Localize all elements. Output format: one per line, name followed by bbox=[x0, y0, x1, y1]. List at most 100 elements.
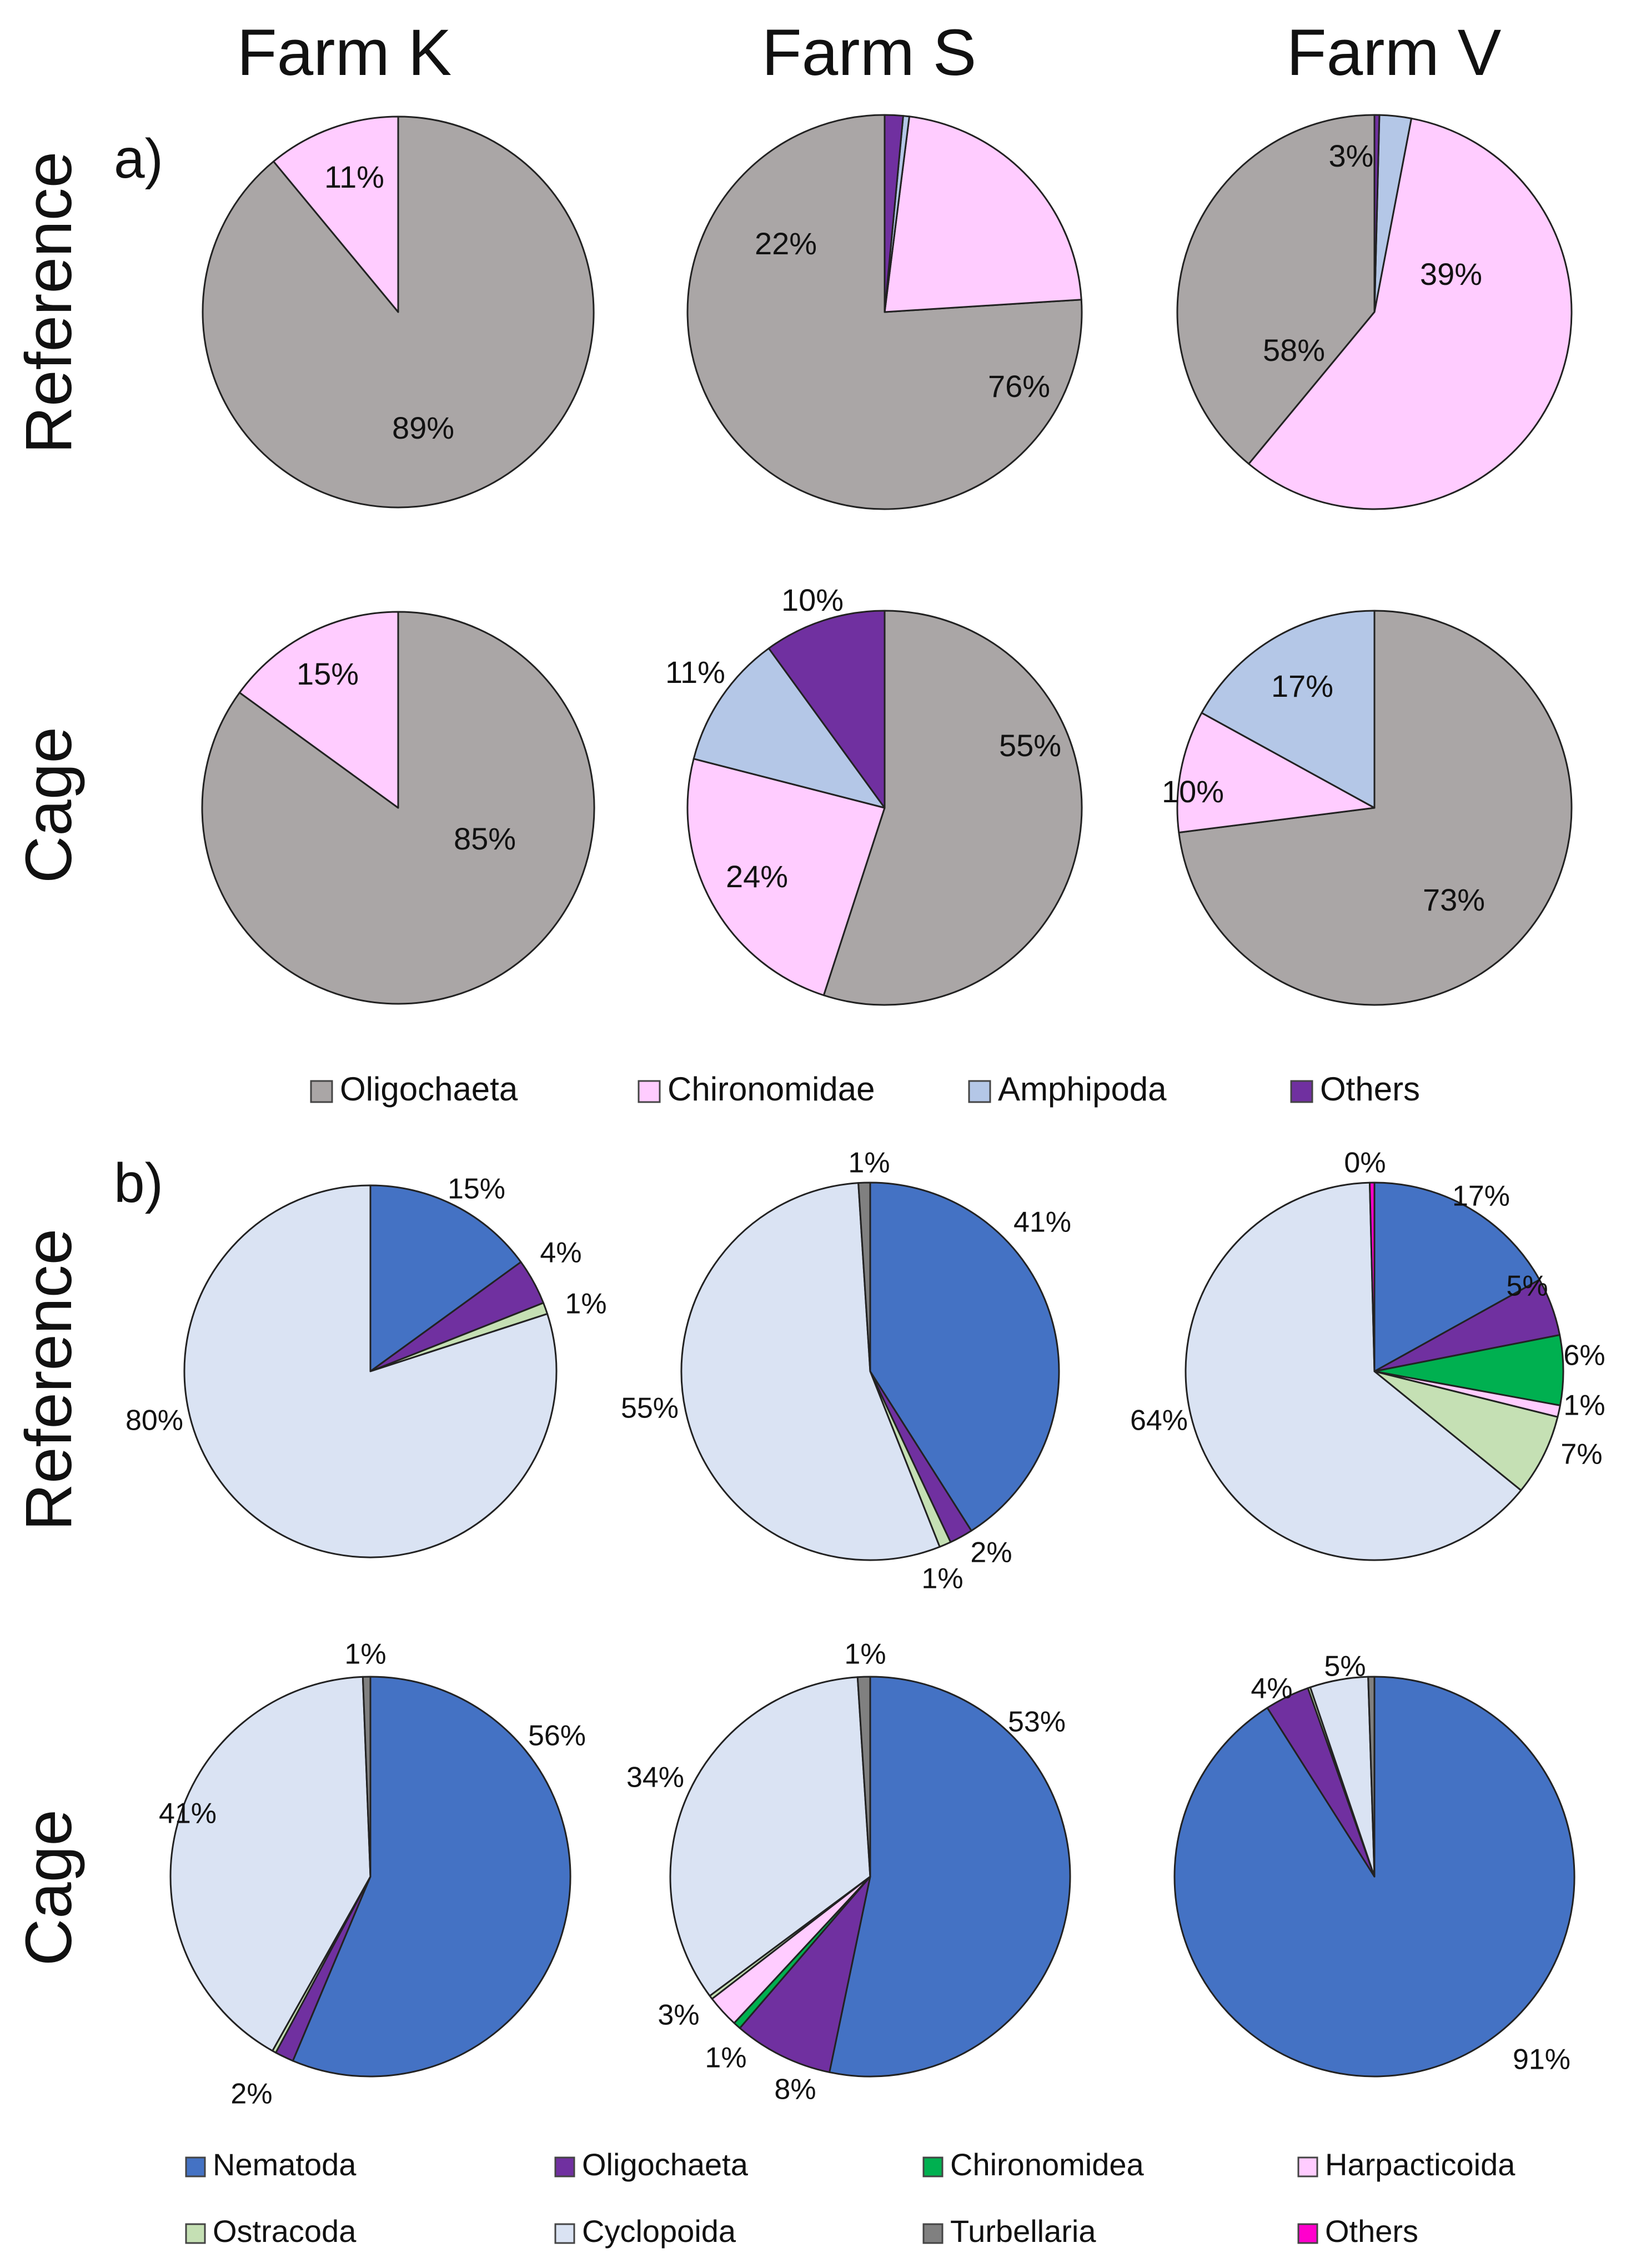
slice-label-cyclopoida: 34% bbox=[626, 1762, 684, 1794]
pie-slice-others bbox=[1368, 1181, 1376, 1372]
slice-label-oligochaeta: 5% bbox=[1506, 1270, 1548, 1303]
legend-label-chironomidae: Chironomidae bbox=[668, 1070, 875, 1108]
legend-panel-b: Nematoda Oligochaeta Chironomidea Harpactic… bbox=[185, 2147, 1515, 2249]
legend-label-oligochaeta: Oligochaeta bbox=[340, 1070, 518, 1108]
legend-swatch-nematoda bbox=[185, 2156, 206, 2178]
slice-label-cyclopoida: 5% bbox=[1324, 1651, 1366, 1683]
column-header-farm-v: Farm V bbox=[1287, 16, 1502, 89]
slice-label-chironomidae: 10% bbox=[1162, 774, 1224, 809]
slice-label-others: 0% bbox=[1344, 1147, 1386, 1179]
legend-label-chironomidea: Chironomidea bbox=[950, 2147, 1144, 2182]
legend-label-turbellaria: Turbellaria bbox=[950, 2214, 1096, 2249]
legend-swatch-chironomidae bbox=[638, 1080, 661, 1103]
pie-slice-chironomidae bbox=[884, 115, 1082, 313]
legend-swatch-amphipoda bbox=[968, 1080, 991, 1103]
slice-label-oligochaeta: 2% bbox=[970, 1537, 1012, 1569]
slice-label-oligochaeta: 4% bbox=[1251, 1673, 1292, 1705]
slice-label-chironomidea: 1% bbox=[705, 2042, 746, 2074]
row-header-reference-b: Reference bbox=[12, 1229, 86, 1531]
row-header-cage-b: Cage bbox=[12, 1809, 86, 1966]
slice-label-oligochaeta: 8% bbox=[774, 2074, 816, 2106]
slice-label-ostracoda: 1% bbox=[565, 1288, 606, 1320]
pie-slice-turbellaria bbox=[856, 1676, 871, 1878]
slice-label-oligochaeta: 2% bbox=[230, 2078, 272, 2110]
pie-slice-amphipoda bbox=[692, 647, 886, 809]
pie-slice-cyclopoida bbox=[183, 1184, 558, 1558]
pie-slice-turbellaria bbox=[362, 1676, 372, 1878]
pie-slice-chironomidea bbox=[1373, 1334, 1564, 1406]
column-header-farm-k: Farm K bbox=[237, 16, 452, 89]
pie-a-reference-farm-k: 89% 11% bbox=[202, 115, 595, 509]
pie-slice-nematoda bbox=[1373, 1181, 1540, 1372]
slice-label-chironomidea: 6% bbox=[1563, 1340, 1605, 1372]
pie-slice-oligochaeta bbox=[1176, 114, 1376, 465]
pie-slice-others bbox=[1373, 114, 1381, 313]
pie-slice-nematoda bbox=[829, 1676, 1071, 2078]
slice-label-chironomidae: 58% bbox=[1263, 333, 1325, 368]
slice-label-nematoda: 56% bbox=[528, 1720, 586, 1752]
slice-label-nematoda: 15% bbox=[448, 1173, 505, 1205]
pie-slice-chironomidae bbox=[1176, 712, 1376, 833]
legend-swatch-ostracoda bbox=[185, 2223, 206, 2244]
slice-label-chironomidae: 15% bbox=[297, 656, 359, 691]
legend-swatch-others bbox=[1297, 2223, 1318, 2244]
column-header-farm-s: Farm S bbox=[762, 16, 977, 89]
pie-slice-chironomidae bbox=[686, 758, 886, 997]
pie-slice-oligochaeta bbox=[739, 1875, 871, 2073]
pie-slice-nematoda bbox=[869, 1181, 1060, 1532]
legend-swatch-turbellaria bbox=[922, 2223, 944, 2244]
slice-label-oligochaeta: 76% bbox=[988, 369, 1050, 404]
pie-slice-cyclopoida bbox=[669, 1676, 871, 1997]
slice-label-amphipoda: 3% bbox=[1329, 138, 1374, 173]
slice-label-cyclopoida: 80% bbox=[126, 1405, 183, 1437]
slice-label-nematoda: 17% bbox=[1452, 1180, 1510, 1213]
slice-label-harpacticoida: 3% bbox=[658, 1999, 699, 2031]
pie-slice-oligochaeta bbox=[822, 610, 1083, 1006]
legend-swatch-oligochaeta bbox=[554, 2156, 575, 2178]
pie-slice-others bbox=[767, 610, 886, 809]
slice-label-nematoda: 53% bbox=[1008, 1706, 1066, 1738]
slice-label-ostracoda: 1% bbox=[921, 1563, 963, 1595]
pie-b-cage-farm-v: 91% 4% 5% bbox=[1173, 1651, 1575, 2078]
pie-b-reference-farm-s: 41%2%1%55%1% bbox=[621, 1147, 1071, 1595]
legend-label-others: Others bbox=[1320, 1070, 1420, 1108]
slice-label-oligochaeta: 55% bbox=[999, 728, 1061, 763]
pie-slice-turbellaria bbox=[857, 1181, 871, 1372]
slice-label-chironomidae: 24% bbox=[726, 859, 788, 894]
slice-label-oligochaeta: 4% bbox=[540, 1237, 581, 1269]
pie-a-cage-farm-s: 55% 24% 11% 10% bbox=[665, 582, 1083, 1006]
pie-slice-chironomidae bbox=[238, 611, 399, 809]
pie-slice-nematoda bbox=[369, 1184, 522, 1372]
pie-a-reference-farm-v: 39% 58% 3% bbox=[1176, 114, 1573, 510]
legend-label-harpacticoida: Harpacticoida bbox=[1325, 2147, 1515, 2182]
legend-swatch-others bbox=[1290, 1080, 1313, 1103]
panel-a-tag: a) bbox=[114, 128, 163, 190]
pie-slice-ostracoda bbox=[1373, 1370, 1559, 1491]
slice-label-turbellaria: 1% bbox=[344, 1638, 386, 1671]
legend-swatch-oligochaeta bbox=[310, 1080, 333, 1103]
slice-label-oligochaeta: 85% bbox=[454, 821, 516, 856]
legend-label-ostracoda: Ostracoda bbox=[213, 2214, 357, 2249]
pie-slice-chironomidae bbox=[1248, 117, 1573, 510]
pie-slice-nematoda bbox=[292, 1676, 571, 2078]
slice-label-amphipoda: 17% bbox=[1271, 668, 1333, 703]
legend-swatch-cyclopoida bbox=[554, 2223, 575, 2244]
pie-a-cage-farm-k: 85% 15% bbox=[201, 611, 595, 1005]
pie-b-reference-farm-k: 15% 4% 1% 80% bbox=[126, 1173, 607, 1558]
slice-label-oligochaeta: 89% bbox=[392, 410, 454, 445]
pie-a-reference-farm-s: 76% 22% bbox=[686, 114, 1083, 510]
slice-label-turbellaria: 1% bbox=[848, 1147, 890, 1179]
legend-label-cyclopoida: Cyclopoida bbox=[582, 2214, 736, 2249]
slice-label-oligochaeta: 73% bbox=[1423, 882, 1485, 917]
legend-swatch-chironomidea bbox=[922, 2156, 944, 2178]
slice-label-others: 10% bbox=[781, 582, 844, 617]
legend-swatch-harpacticoida bbox=[1297, 2156, 1318, 2178]
slice-label-cyclopoida: 41% bbox=[159, 1798, 217, 1830]
slice-label-chironomidae: 22% bbox=[755, 226, 817, 261]
slice-label-amphipoda: 11% bbox=[665, 655, 725, 690]
slice-label-turbellaria: 1% bbox=[844, 1638, 886, 1671]
legend-label-nematoda: Nematoda bbox=[213, 2147, 357, 2182]
legend-panel-a: Oligochaeta Chironomidae Amphipoda Others bbox=[310, 1070, 1420, 1108]
pie-b-reference-farm-v: 17% 5% 6% 1% 7% 64% 0% bbox=[1130, 1147, 1605, 1561]
